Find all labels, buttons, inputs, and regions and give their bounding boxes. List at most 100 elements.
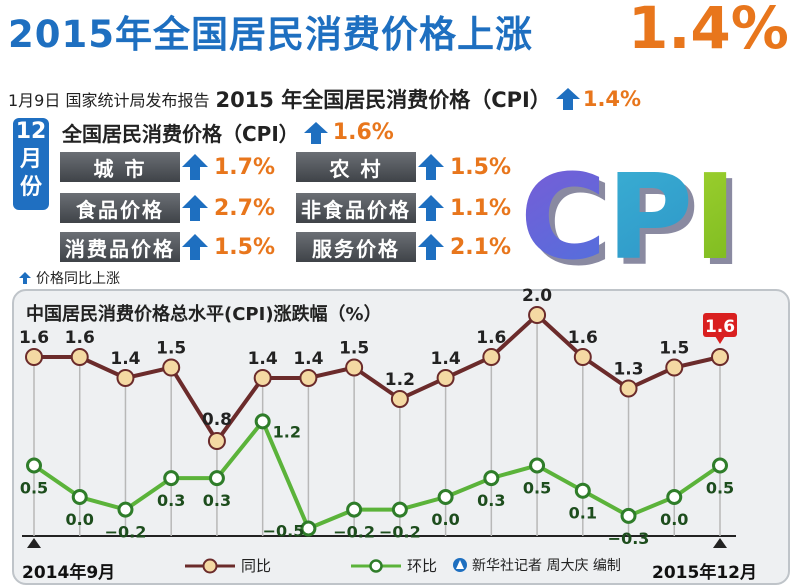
mom-point — [712, 457, 728, 474]
up-arrow-icon — [303, 121, 328, 144]
category-label: 服务价格 — [296, 232, 416, 262]
up-arrow-icon — [182, 154, 208, 180]
category-services: 服务价格 2.1% — [296, 232, 511, 262]
yoy-point — [25, 348, 43, 366]
yoy-data-label: 1.6 — [65, 328, 95, 348]
mom-point — [346, 501, 363, 518]
category-urban: 城 市 1.7% — [60, 152, 275, 182]
x-start-marker — [27, 538, 41, 548]
category-non-food: 非食品价格 1.1% — [296, 193, 511, 223]
mom-line — [32, 417, 722, 532]
cpi-letter-p: P — [607, 148, 693, 286]
legend-yoy-marker — [185, 558, 235, 573]
mom-point — [26, 457, 42, 474]
category-label: 农 村 — [296, 152, 416, 182]
subtitle-value: 1.4% — [582, 87, 642, 111]
mom-point — [620, 507, 637, 524]
mom-data-label: −0.2 — [105, 523, 147, 542]
yoy-data-label: 1.5 — [156, 339, 186, 359]
legend-mom-marker — [351, 558, 402, 573]
cpi-3d-logo: CPI CPI — [520, 148, 743, 286]
month-tag-number: 12 — [15, 119, 47, 144]
december-cpi: 全国居民消费价格（CPI） 1.6% — [62, 118, 394, 147]
mom-point — [163, 470, 180, 487]
category-value: 1.5% — [450, 154, 512, 180]
yoy-data-label: 1.5 — [339, 339, 369, 359]
yoy-point — [665, 358, 684, 377]
mom-data-label: 0.5 — [20, 479, 48, 498]
mom-point — [574, 482, 591, 499]
category-value: 2.7% — [214, 195, 276, 221]
credit-text: 新华社记者 周大庆 编制 — [472, 558, 621, 574]
december-cpi-value: 1.6% — [332, 120, 394, 145]
cpi-letter-i: I — [693, 148, 737, 286]
mom-data-label: −0.5 — [263, 522, 305, 541]
yoy-data-label: 2.0 — [522, 286, 552, 306]
yoy-point — [436, 369, 455, 387]
yoy-highlight-box — [703, 313, 737, 337]
mom-data-label: 1.2 — [273, 422, 301, 441]
mom-data-label: −0.3 — [608, 529, 650, 548]
mom-data-label: 0.0 — [66, 510, 94, 529]
yoy-point — [345, 358, 364, 377]
yoy-data-label: 1.4 — [248, 349, 278, 369]
yoy-data-label: 1.4 — [293, 349, 323, 369]
yoy-data-label: 1.6 — [705, 317, 735, 337]
yoy-highlight-pointer — [715, 336, 725, 344]
yoy-point — [528, 306, 547, 324]
yoy-point — [116, 369, 135, 387]
mom-point — [437, 489, 454, 505]
category-label: 非食品价格 — [296, 193, 416, 223]
credit: 新华社记者 周大庆 编制 — [452, 555, 621, 575]
mom-data-label: 0.0 — [660, 510, 688, 529]
mom-data-label: 0.1 — [569, 504, 597, 523]
yoy-point — [482, 348, 501, 366]
yoy-data-label: 1.4 — [110, 349, 140, 369]
month-tag: 12 月 份 — [13, 118, 49, 210]
up-arrow-icon — [418, 195, 444, 221]
mom-point — [254, 413, 271, 430]
yoy-point — [573, 348, 592, 366]
legend-note-text: 价格同比上涨 — [36, 271, 120, 287]
legend-mom-label: 环比 — [407, 557, 438, 575]
mom-data-label: 0.3 — [477, 491, 505, 510]
cpi-letter-c: C — [520, 148, 607, 286]
mom-data-label: 0.3 — [203, 491, 231, 510]
yoy-data-label: 0.8 — [202, 410, 232, 430]
cpi-letters-shadow: CPI — [526, 154, 743, 286]
category-label: 城 市 — [60, 152, 180, 182]
category-value: 1.7% — [214, 154, 276, 180]
month-tag-month: 月 — [19, 147, 42, 172]
category-rural: 农 村 1.5% — [296, 152, 511, 182]
up-arrow-icon — [418, 234, 444, 260]
xinhua-logo-icon — [453, 558, 467, 572]
mom-data-label: −0.2 — [379, 523, 421, 542]
mom-data-label: 0.3 — [157, 491, 185, 510]
up-arrow-icon — [182, 234, 208, 260]
yoy-line — [34, 312, 721, 445]
subtitle-source: 1月9日 国家统计局发布报告 — [8, 91, 210, 110]
mom-data-label: 0.5 — [706, 479, 734, 498]
yoy-point — [162, 358, 181, 377]
mom-point — [300, 520, 317, 537]
category-value: 1.1% — [450, 195, 512, 221]
legend-note: 价格同比上涨 — [18, 268, 120, 288]
yoy-data-label: 1.6 — [568, 328, 598, 348]
yoy-point — [207, 432, 226, 450]
yoy-point — [711, 348, 729, 366]
subtitle-main: 2015 年全国居民消费价格（CPI） — [215, 88, 551, 112]
yoy-data-label: 1.6 — [19, 328, 49, 348]
page-title: 2015年全国居民消费价格上涨 — [8, 13, 533, 56]
category-consumer-goods: 消费品价格 1.5% — [60, 232, 275, 262]
yoy-point — [299, 369, 318, 387]
subtitle: 1月9日 国家统计局发布报告 2015 年全国居民消费价格（CPI） 1.4% — [8, 84, 641, 114]
up-arrow-icon — [418, 154, 444, 180]
up-arrow-icon — [182, 195, 208, 221]
yoy-point — [619, 379, 638, 398]
yoy-data-label: 1.4 — [431, 349, 461, 369]
yoy-point — [390, 390, 409, 408]
mom-point — [391, 501, 408, 518]
mom-point — [117, 501, 134, 518]
category-value: 1.5% — [214, 234, 276, 260]
